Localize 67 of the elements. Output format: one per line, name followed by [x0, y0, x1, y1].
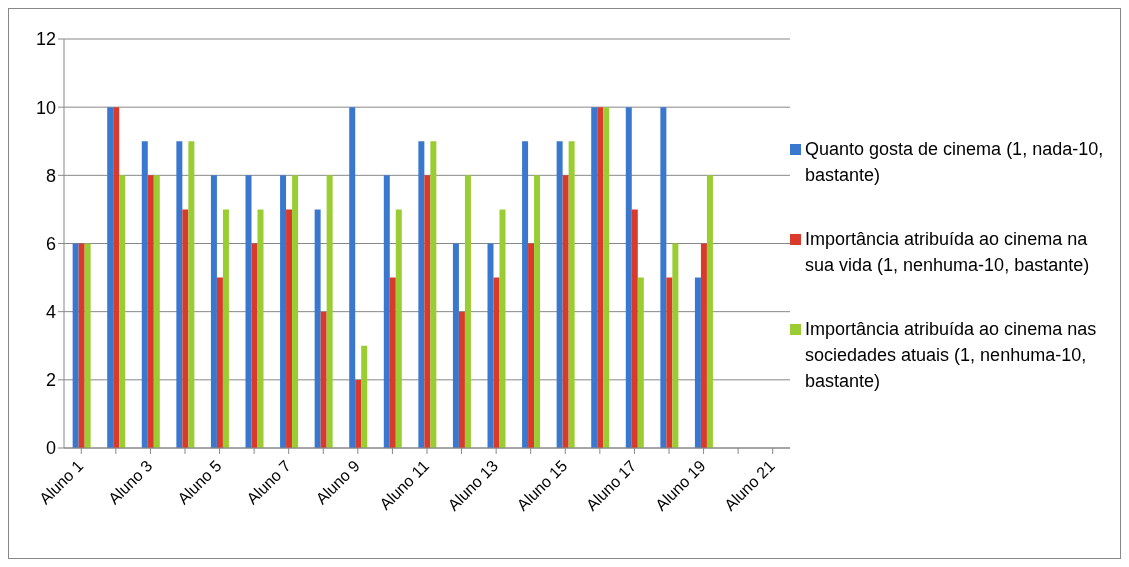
bar	[534, 175, 541, 448]
bar	[597, 107, 604, 448]
bar	[72, 243, 79, 448]
bar	[389, 277, 396, 448]
bar	[78, 243, 85, 448]
bar	[286, 209, 293, 448]
bar	[245, 175, 252, 448]
y-tick-label: 6	[45, 233, 56, 254]
bar	[528, 243, 535, 448]
bar	[383, 175, 390, 448]
bar	[625, 107, 632, 448]
bar	[666, 277, 673, 448]
bar	[84, 243, 91, 448]
y-tick-label: 12	[35, 29, 56, 50]
bar	[182, 209, 189, 448]
bar	[706, 175, 713, 448]
bar	[222, 209, 229, 448]
bar	[487, 243, 494, 448]
y-tick-label: 10	[35, 97, 56, 118]
bar	[424, 175, 431, 448]
bar	[522, 141, 529, 448]
bar	[147, 175, 154, 448]
bar	[464, 175, 471, 448]
bar	[458, 311, 465, 448]
bar	[326, 175, 333, 448]
bar	[314, 209, 321, 448]
legend-label: Quanto gosta de cinema (1, nada-10, bastante)	[805, 137, 1105, 187]
bar	[556, 141, 563, 448]
bar	[418, 141, 425, 448]
bar	[292, 175, 299, 448]
bar	[280, 175, 287, 448]
bar	[452, 243, 459, 448]
bar	[637, 277, 644, 448]
bar	[672, 243, 679, 448]
bar	[631, 209, 638, 448]
y-tick-label: 0	[45, 438, 56, 459]
bar	[320, 311, 327, 448]
bar	[107, 107, 114, 448]
bar	[210, 175, 217, 448]
bar	[349, 107, 356, 448]
bar	[493, 277, 500, 448]
y-tick-label: 2	[45, 370, 56, 391]
legend-label: Importância atribuída ao cinema nas sociedades atuais (1, nenhuma-10, bastante)	[805, 317, 1098, 393]
bar	[660, 107, 667, 448]
bar	[499, 209, 506, 448]
bar	[355, 379, 362, 448]
bar	[119, 175, 126, 448]
bar	[568, 141, 575, 448]
bar	[430, 141, 437, 448]
bar	[141, 141, 148, 448]
bar	[216, 277, 223, 448]
y-tick-label: 8	[45, 165, 56, 186]
bar	[113, 107, 120, 448]
bar	[257, 209, 264, 448]
bar	[361, 345, 368, 448]
bar	[251, 243, 258, 448]
bar	[176, 141, 183, 448]
bar	[395, 209, 402, 448]
y-tick-label: 4	[45, 302, 56, 323]
bar	[188, 141, 195, 448]
bar	[694, 277, 701, 448]
bar	[153, 175, 160, 448]
bar	[591, 107, 598, 448]
bar	[603, 107, 610, 448]
bar	[700, 243, 707, 448]
legend-label: Importância atribuída ao cinema na sua vida (1, nenhuma-10, bastante)	[805, 227, 1091, 277]
bar	[562, 175, 569, 448]
